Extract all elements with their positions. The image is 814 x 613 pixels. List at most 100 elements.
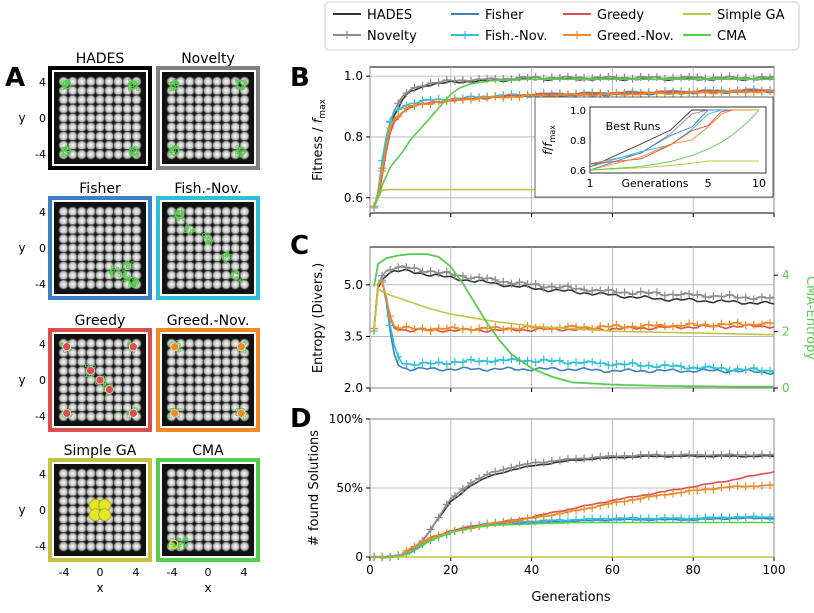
heatmap-cell: [112, 224, 124, 236]
ytick-label: 2.0: [344, 381, 363, 395]
heatmap-cell: [103, 356, 115, 368]
heatmap-sample: [130, 261, 135, 265]
xtick-label: 100: [763, 563, 786, 577]
heatmap-ylabel: y: [18, 111, 25, 125]
series-marker: [644, 88, 653, 97]
heatmap-cell: [76, 374, 88, 386]
heatmap-cell: [58, 504, 69, 516]
series-marker: [547, 511, 556, 520]
heatmap-cell: [175, 121, 186, 133]
heatmap-cell: [184, 495, 196, 507]
series-marker: [660, 322, 669, 331]
heatmap-cell: [193, 112, 205, 124]
series-marker: [458, 272, 467, 281]
heatmap-title: Greed.-Nov.: [167, 313, 250, 329]
series-marker: [442, 75, 451, 84]
series-marker: [531, 513, 540, 522]
heatmap-cell: [211, 242, 223, 254]
series-marker: [458, 76, 467, 85]
series-marker: [547, 325, 556, 334]
heatmap-cell: [67, 347, 78, 358]
series-marker: [483, 470, 492, 479]
heatmap-sample: [235, 78, 239, 82]
heatmap-cell: [230, 504, 241, 516]
series-marker: [394, 105, 403, 114]
series-marker: [749, 451, 758, 460]
heatmap-cell: [193, 140, 205, 151]
series-marker: [669, 489, 677, 498]
series-marker: [717, 513, 726, 522]
heatmap-cell: [166, 251, 177, 263]
heatmap-cell: [76, 365, 88, 377]
heatmap-sample: [177, 537, 182, 542]
heatmap-cell: [193, 338, 205, 349]
heatmap-sample: [183, 229, 188, 233]
heatmap-cell: [193, 541, 205, 552]
heatmap-cell: [122, 121, 133, 133]
heatmap-cell: [166, 130, 177, 142]
series-marker: [442, 324, 451, 333]
legend-label: Greed.-Nov.: [597, 29, 674, 44]
heatmap-cell: [193, 402, 205, 413]
series-marker: [491, 467, 500, 476]
series-marker: [523, 73, 532, 82]
heatmap-cell: [220, 270, 232, 281]
heatmap-sample: [110, 274, 115, 278]
heatmap-cell: [103, 541, 115, 552]
series-marker: [652, 363, 661, 372]
heatmap-cell: [112, 513, 124, 525]
series-marker: [499, 325, 508, 334]
heatmap-cell: [230, 495, 241, 507]
heatmap-cell: [193, 486, 205, 498]
series-marker: [555, 509, 564, 518]
series-marker: [725, 320, 734, 329]
series-marker: [612, 360, 621, 369]
series-marker: [733, 293, 742, 302]
heatmap-cell: [103, 130, 115, 142]
heatmap-cell: [112, 338, 124, 349]
series-marker: [677, 73, 686, 82]
heatmap-cell: [58, 233, 69, 245]
heatmap-cell: [58, 206, 69, 217]
series-marker: [402, 359, 411, 368]
heatmap-cell: [175, 233, 186, 245]
heatmap-solution: [86, 366, 95, 375]
heatmap-cell: [202, 224, 214, 236]
series-marker: [685, 319, 694, 328]
series-marker: [733, 74, 742, 83]
heatmap-cell: [166, 279, 177, 290]
heatmap-tile: HADES 4 0 -4 y: [18, 51, 152, 170]
series-marker: [426, 525, 435, 534]
series-marker: [725, 366, 734, 375]
heatmap-ytick: 0: [39, 242, 46, 255]
heatmap-cell: [131, 374, 142, 386]
series-marker: [539, 355, 548, 364]
heatmap-cell: [184, 374, 196, 386]
heatmap-cell: [67, 85, 78, 96]
heatmap-cell: [94, 532, 106, 543]
series-marker: [418, 324, 427, 333]
heatmap-cell: [184, 130, 196, 142]
heatmap-cell: [239, 112, 250, 124]
series-marker: [685, 87, 694, 96]
heatmap-cell: [193, 504, 205, 516]
heatmap-cell: [202, 486, 214, 498]
heatmap-sample: [125, 276, 130, 281]
series-marker: [677, 514, 686, 523]
heatmap-ytick: 0: [39, 374, 46, 387]
series-marker: [749, 295, 758, 304]
heatmap-cell: [193, 374, 205, 386]
series-marker: [531, 358, 540, 367]
series-marker: [765, 319, 774, 328]
heatmap-solution: [98, 508, 112, 522]
heatmap-cell: [193, 356, 205, 368]
heatmap-cell: [211, 140, 223, 151]
heatmap-cell: [94, 242, 106, 254]
heatmap-sample: [135, 87, 140, 92]
heatmap-cell: [211, 215, 223, 226]
heatmap-cell: [202, 468, 214, 479]
heatmap-ytick: -4: [35, 148, 46, 161]
series-marker: [620, 323, 629, 332]
series-marker: [499, 465, 508, 474]
heatmap-cell: [230, 541, 241, 552]
